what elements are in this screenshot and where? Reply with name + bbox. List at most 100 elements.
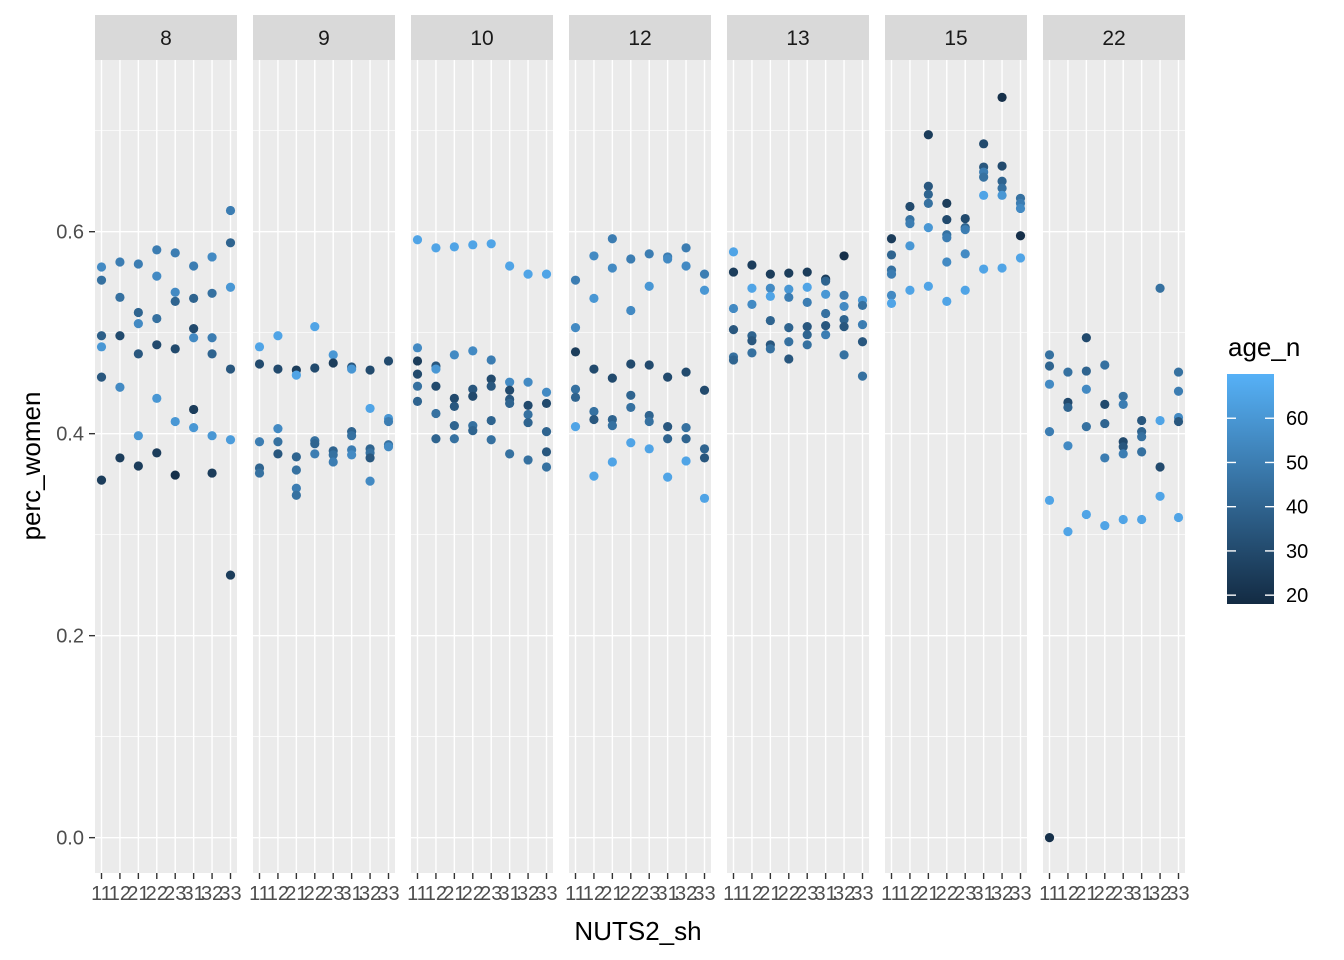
data-point xyxy=(207,288,217,298)
data-point xyxy=(1118,399,1128,409)
data-point xyxy=(997,161,1007,171)
data-point xyxy=(273,449,283,459)
data-point xyxy=(310,322,320,332)
data-point xyxy=(699,453,710,463)
data-point xyxy=(170,416,180,427)
data-point xyxy=(383,356,394,366)
data-point xyxy=(115,292,125,302)
data-point xyxy=(431,434,441,444)
panel-background xyxy=(253,60,395,873)
x-tick-label: 32 xyxy=(675,883,697,905)
data-point xyxy=(1015,203,1026,214)
panel-background xyxy=(95,60,237,873)
data-point xyxy=(728,355,739,365)
data-point xyxy=(644,360,654,370)
x-tick-label: 32 xyxy=(1149,883,1171,905)
data-point xyxy=(942,296,952,306)
x-tick-label: 32 xyxy=(359,883,381,905)
data-point xyxy=(802,340,812,350)
data-point xyxy=(291,465,301,475)
data-point xyxy=(225,282,236,292)
data-point xyxy=(802,267,812,277)
x-tick-label: 31 xyxy=(341,883,363,905)
y-tick-label: 0.0 xyxy=(56,828,84,850)
data-point xyxy=(1173,386,1184,396)
data-point xyxy=(152,340,162,350)
data-point xyxy=(821,330,831,340)
x-tick-label: 33 xyxy=(1009,883,1031,905)
data-point xyxy=(115,453,125,463)
data-point xyxy=(699,269,710,279)
data-point xyxy=(1118,391,1128,401)
data-point xyxy=(979,172,989,182)
data-point xyxy=(821,308,831,319)
facet-strip-label: 12 xyxy=(628,27,651,50)
data-point xyxy=(1137,415,1147,426)
data-point xyxy=(412,396,423,406)
x-tick-label: 21 xyxy=(759,883,781,905)
data-point xyxy=(821,276,831,286)
facet-strip-bg xyxy=(95,15,237,60)
data-point xyxy=(189,293,199,303)
data-point xyxy=(699,385,710,395)
y-tick-label: 0.4 xyxy=(56,424,84,446)
data-point xyxy=(942,257,952,267)
x-tick-label: 11 xyxy=(1039,883,1060,905)
data-point xyxy=(681,261,691,271)
x-tick-label: 22 xyxy=(146,883,168,905)
data-point xyxy=(225,364,236,374)
data-point xyxy=(839,350,849,360)
data-point xyxy=(765,269,775,279)
data-point xyxy=(589,414,599,425)
data-point xyxy=(979,190,989,200)
data-point xyxy=(626,438,636,448)
data-point xyxy=(626,402,636,413)
data-point xyxy=(923,198,933,209)
data-point xyxy=(328,350,338,360)
data-point xyxy=(225,570,236,580)
data-point xyxy=(468,384,478,394)
data-point xyxy=(365,476,375,486)
data-point xyxy=(152,393,162,403)
x-tick-label: 33 xyxy=(851,883,873,905)
data-point xyxy=(486,239,496,249)
legend-label: 60 xyxy=(1286,408,1308,430)
data-point xyxy=(1100,360,1110,370)
data-point xyxy=(1063,402,1073,413)
data-point xyxy=(589,293,599,303)
data-point xyxy=(747,348,757,358)
data-point xyxy=(1118,449,1128,459)
x-tick-label: 22 xyxy=(936,883,958,905)
data-point xyxy=(365,365,375,375)
data-point xyxy=(1137,514,1147,525)
data-point xyxy=(1081,366,1091,376)
x-tick-label: 22 xyxy=(304,883,326,905)
data-point xyxy=(523,377,533,387)
data-point xyxy=(1155,462,1165,472)
data-point xyxy=(1063,367,1073,377)
x-axis-title: NUTS2_sh xyxy=(574,916,701,946)
data-point xyxy=(96,475,107,485)
data-point xyxy=(541,427,552,437)
x-tick-label: 31 xyxy=(499,883,521,905)
data-point xyxy=(541,447,552,457)
data-point xyxy=(942,214,952,225)
data-point xyxy=(923,223,933,233)
x-tick-label: 32 xyxy=(991,883,1013,905)
data-point xyxy=(328,450,338,460)
panel-background xyxy=(411,60,553,873)
data-point xyxy=(839,251,849,261)
data-point xyxy=(886,269,897,279)
data-point xyxy=(607,457,617,467)
data-point xyxy=(997,263,1007,273)
data-point xyxy=(412,369,423,379)
data-point xyxy=(486,435,496,445)
data-point xyxy=(431,243,441,253)
x-tick-label: 23 xyxy=(1112,883,1134,905)
x-tick-label: 32 xyxy=(201,883,223,905)
data-point xyxy=(589,406,599,417)
data-point xyxy=(570,323,581,333)
data-point xyxy=(505,398,515,408)
